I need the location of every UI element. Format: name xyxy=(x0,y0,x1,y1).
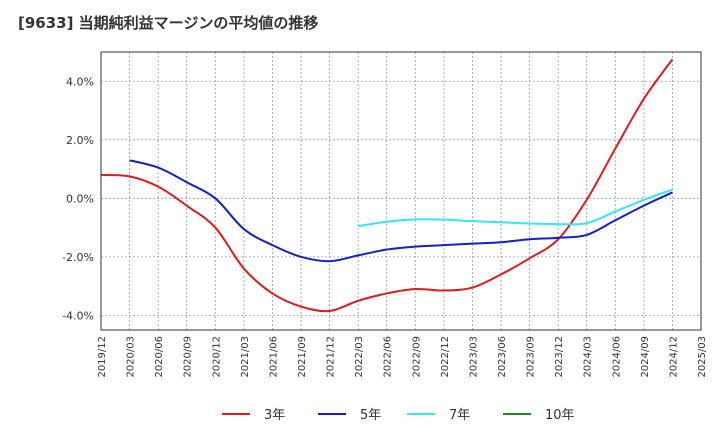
x-tick-label: 2023/12 xyxy=(554,336,565,378)
x-tick-label: 2024/12 xyxy=(668,336,679,378)
x-tick-label: 2020/03 xyxy=(126,336,137,378)
x-tick-label: 2021/03 xyxy=(240,336,251,378)
legend-label: 10年 xyxy=(545,408,575,423)
legend-label: 3年 xyxy=(264,408,285,423)
y-tick-label: 0.0% xyxy=(66,192,94,205)
x-tick-label: 2024/09 xyxy=(640,336,651,378)
x-tick-label: 2022/06 xyxy=(383,336,394,378)
series-line-5年 xyxy=(129,159,673,263)
legend-label: 7年 xyxy=(449,408,470,423)
x-tick-label: 2023/03 xyxy=(468,336,479,378)
y-tick-label: 2.0% xyxy=(66,134,94,147)
x-tick-label: 2023/09 xyxy=(526,336,537,378)
x-tick-label: 2020/06 xyxy=(154,336,165,378)
y-tick-label: -2.0% xyxy=(62,251,94,264)
x-tick-label: 2022/03 xyxy=(354,336,365,378)
series-line-3年 xyxy=(100,58,674,313)
chart-title: [9633] 当期純利益マージンの平均値の推移 xyxy=(18,14,319,32)
x-tick-label: 2024/06 xyxy=(611,336,622,378)
x-tick-label: 2019/12 xyxy=(97,336,108,378)
x-tick-label: 2021/09 xyxy=(297,336,308,378)
y-tick-label: 4.0% xyxy=(66,75,94,88)
x-tick-label: 2025/03 xyxy=(697,336,708,378)
y-tick-label: -4.0% xyxy=(62,309,94,322)
x-tick-label: 2021/06 xyxy=(268,336,279,378)
legend: 3年 5年 7年 10年 xyxy=(222,408,575,423)
plot-frame xyxy=(100,51,702,331)
x-tick-label: 2022/12 xyxy=(440,336,451,378)
x-tick-label: 2023/06 xyxy=(497,336,508,378)
legend-label: 5年 xyxy=(360,408,381,423)
y-axis-ticks: 4.0% 2.0% 0.0% -2.0% -4.0% xyxy=(62,75,94,322)
x-tick-label: 2022/09 xyxy=(411,336,422,378)
x-axis-ticks: 2019/12 2020/03 2020/06 2020/09 2020/12 2021/… xyxy=(97,336,708,378)
x-tick-label: 2020/09 xyxy=(183,336,194,378)
x-tick-label: 2021/12 xyxy=(326,336,337,378)
x-tick-label: 2024/03 xyxy=(583,336,594,378)
series-lines xyxy=(100,58,674,313)
x-tick-label: 2020/12 xyxy=(211,336,222,378)
grid xyxy=(101,52,701,330)
series-line-7年 xyxy=(357,188,673,228)
